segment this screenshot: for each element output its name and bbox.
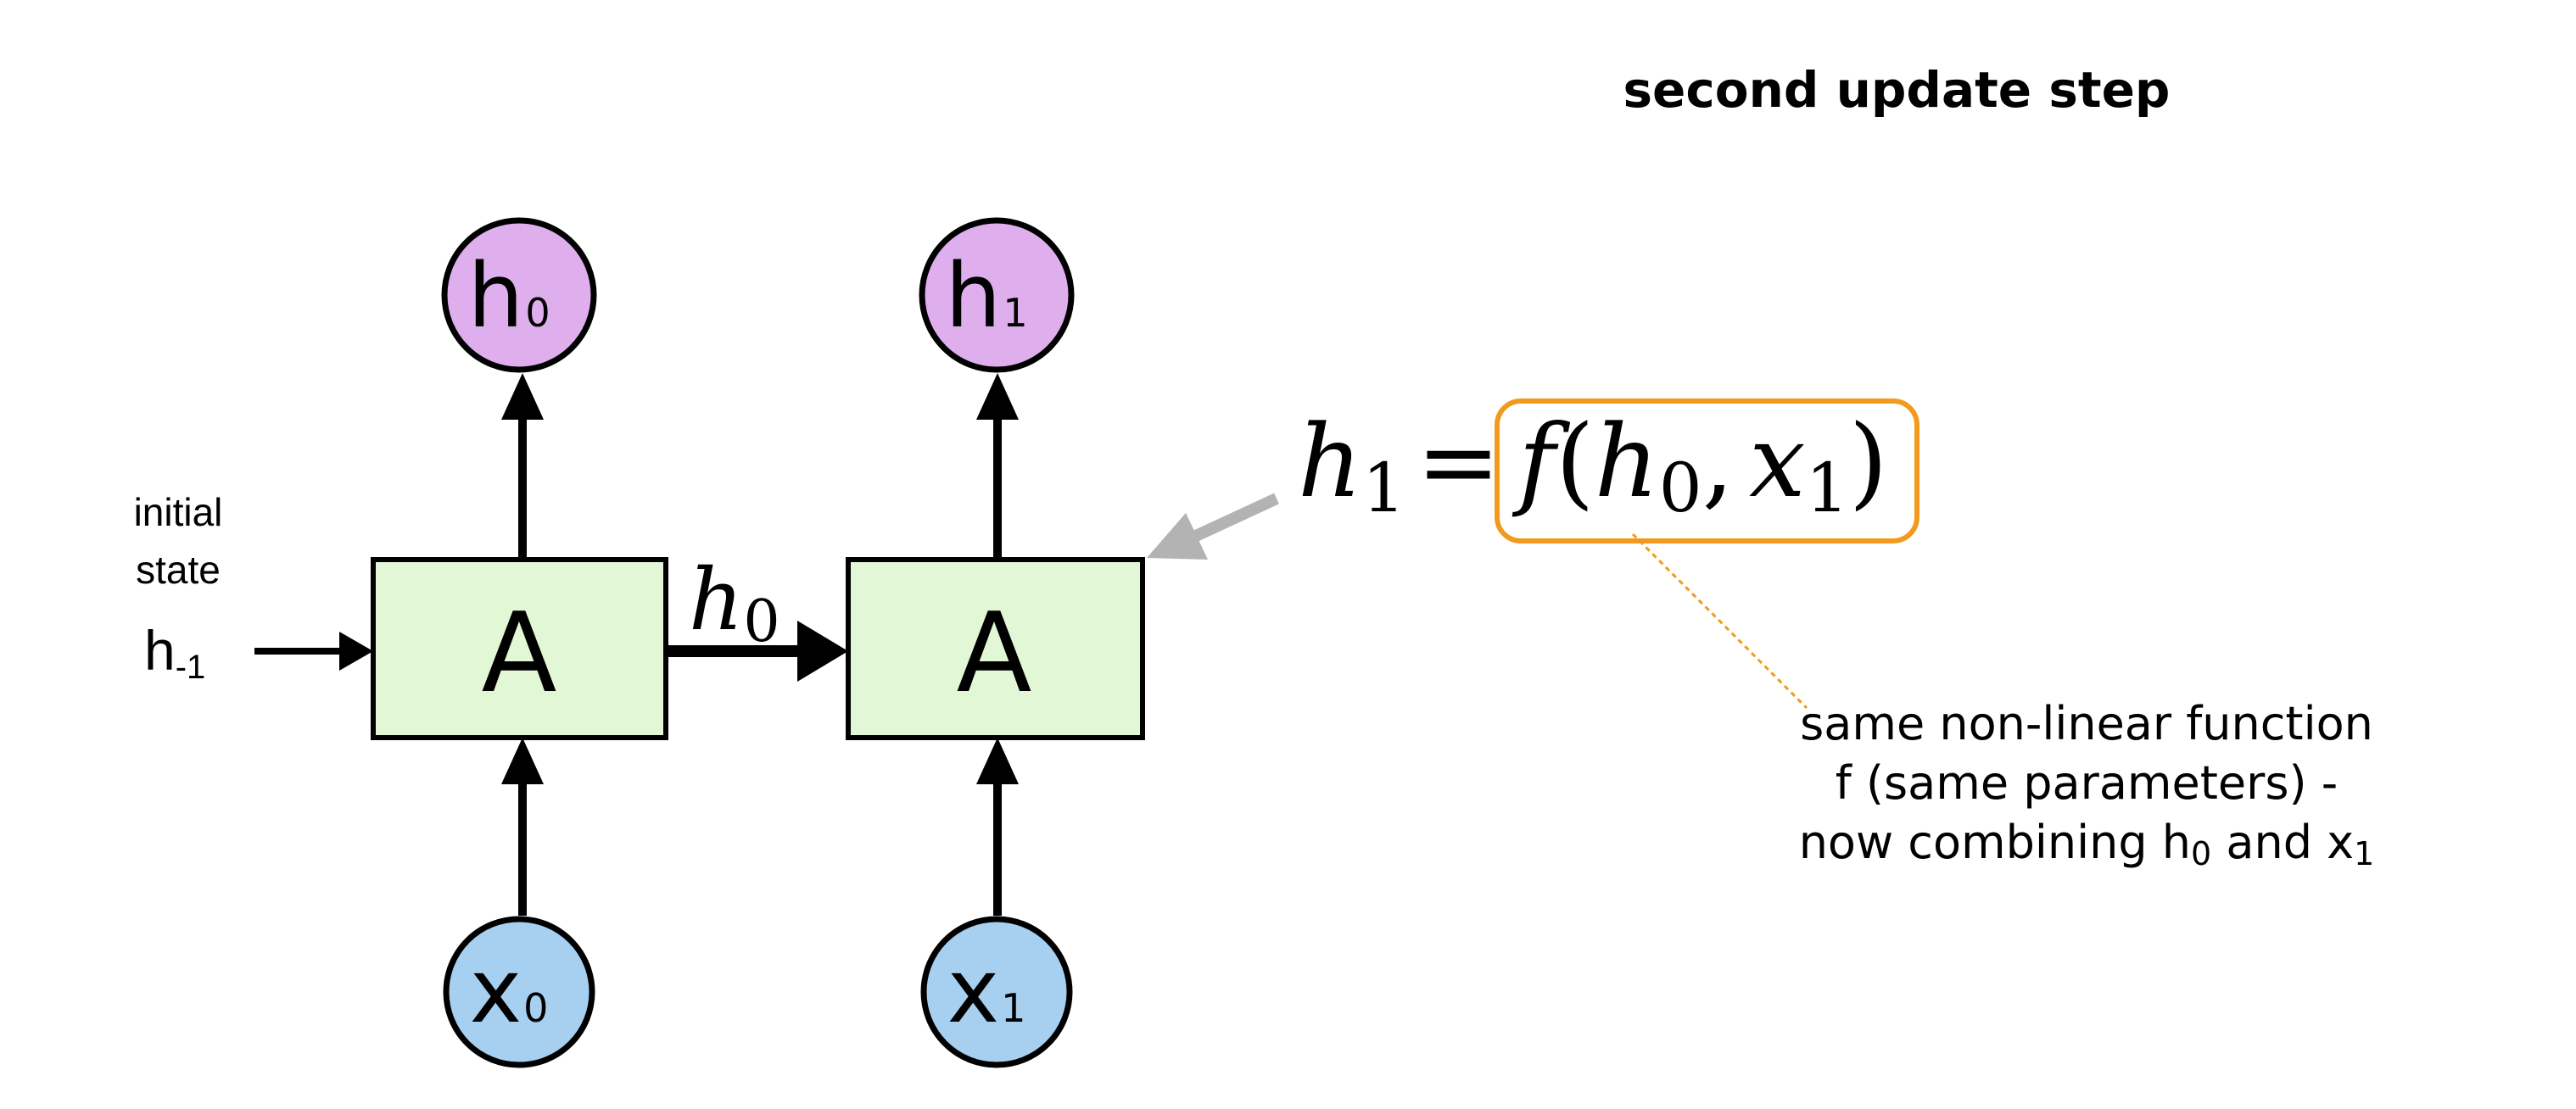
cell1-input-label: x0: [470, 939, 549, 1043]
initial-state-arrowhead: [339, 632, 373, 671]
hidden-state-h: h: [689, 550, 743, 649]
cell2-label: A: [957, 588, 1032, 717]
cell1-output-node: [441, 217, 597, 373]
cell1-input-sub: 0: [523, 985, 548, 1031]
equation-close-paren: ): [1849, 403, 1888, 520]
hidden-state-arrowhead: [797, 621, 848, 682]
cell2-input-label: x1: [947, 939, 1026, 1043]
equation-highlight-box: [1495, 398, 1919, 543]
cell2-output-node: [919, 217, 1075, 373]
initial-state-symbol: h-1: [144, 619, 205, 686]
initial-state-h: h: [144, 619, 176, 682]
equation-rhs: f(h0, x1): [1512, 403, 1888, 527]
pointer-arrow-head: [1147, 513, 1208, 560]
cell1-input-x: x: [470, 939, 522, 1043]
cell1-input-arrowhead: [501, 738, 544, 784]
cell2-input-arrowhead: [976, 738, 1019, 784]
annotation-line2: f (same parameters) -: [1836, 756, 2338, 810]
cell2-input-node: [920, 916, 1073, 1068]
cell1-box: [371, 557, 668, 740]
cell1-input-node: [443, 916, 595, 1068]
equation-arg1: h: [1595, 403, 1659, 520]
initial-state-label-line2: state: [136, 548, 221, 592]
annotation-line3-mid: and x: [2211, 816, 2354, 869]
equation-lhs: h1: [1298, 403, 1405, 527]
initial-state-label-line1: initial: [134, 490, 223, 534]
cell1-output-sub: 0: [525, 290, 550, 336]
initial-state-subscript: -1: [176, 649, 206, 686]
cell1-label: A: [482, 588, 557, 717]
annotation-line3: now combining h0 and x1: [1799, 816, 2375, 872]
diagram-title: second update step: [1623, 61, 2171, 119]
equation-equals: =: [1417, 403, 1500, 520]
annotation-line3-pre: now combining h: [1799, 816, 2191, 869]
cell2-output-sub: 1: [1003, 290, 1027, 336]
cell1-output-label: h0: [467, 244, 550, 348]
equation-comma: ,: [1702, 403, 1735, 520]
cell1-output-h: h: [467, 244, 523, 348]
equation-arg2: x: [1749, 403, 1806, 520]
annotation-line3-sub1: 0: [2191, 835, 2211, 872]
equation-arg1-sub: 0: [1659, 449, 1702, 527]
equation-open-paren: (: [1556, 403, 1595, 520]
annotation-line3-sub2: 1: [2354, 835, 2374, 872]
equation-lhs-sub: 1: [1362, 449, 1405, 527]
annotation-line1: same non-linear function: [1800, 697, 2373, 750]
cell1-output-arrowhead: [501, 373, 544, 420]
hidden-state-label: h0: [689, 550, 780, 655]
hidden-state-sub: 0: [743, 588, 780, 655]
cell2-input-x: x: [947, 939, 1000, 1043]
cell2-output-label: h1: [945, 244, 1027, 348]
cell2-box: [846, 557, 1145, 740]
annotation-leader-line: [1631, 532, 1808, 710]
equation-lhs-h: h: [1298, 403, 1362, 520]
pointer-arrow-line: [1193, 493, 1279, 542]
cell2-input-sub: 1: [1001, 985, 1025, 1031]
equation-arg2-sub: 1: [1806, 449, 1849, 527]
cell2-output-arrowhead: [976, 373, 1019, 420]
cell2-output-h: h: [945, 244, 1001, 348]
